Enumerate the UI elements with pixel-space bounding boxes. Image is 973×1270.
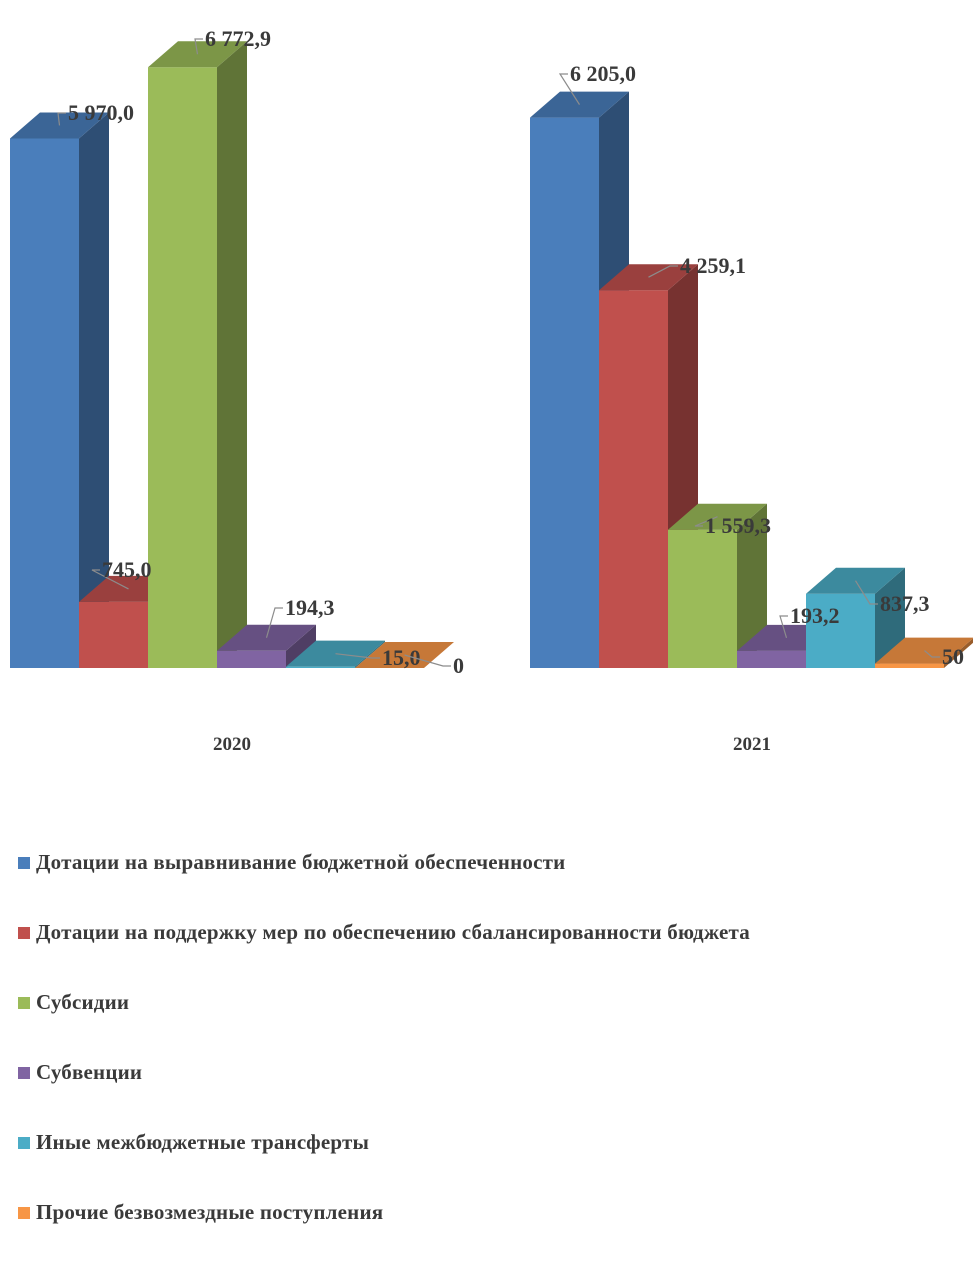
data-label: 0 xyxy=(453,653,464,678)
legend-swatch xyxy=(18,1207,30,1219)
legend: Дотации на выравнивание бюджетной обеспе… xyxy=(18,850,750,1270)
legend-label: Дотации на выравнивание бюджетной обеспе… xyxy=(36,850,566,874)
leader-line xyxy=(558,73,581,105)
data-label: 4 259,1 xyxy=(680,253,746,278)
legend-label: Субвенции xyxy=(36,1060,143,1084)
bar-side xyxy=(737,503,767,668)
legend-label: Субсидии xyxy=(36,990,130,1014)
leader-line xyxy=(57,112,66,126)
category-group-2021 xyxy=(530,91,973,668)
legend-swatch xyxy=(18,997,30,1009)
legend-swatch xyxy=(18,857,30,869)
category-group-2020 xyxy=(10,41,454,668)
leader-line xyxy=(91,569,129,590)
bar xyxy=(875,663,944,668)
bar-side xyxy=(944,638,973,668)
category-label: 2020 xyxy=(213,734,251,755)
leader-line xyxy=(694,516,718,527)
data-label: 745,0 xyxy=(102,557,152,582)
bar xyxy=(148,67,217,668)
legend-item-subsidies: Субсидии xyxy=(18,990,750,1060)
leader-line xyxy=(404,654,451,667)
bar xyxy=(10,138,79,668)
legend-swatch xyxy=(18,1137,30,1149)
leader-line xyxy=(779,615,788,639)
bar xyxy=(806,593,875,668)
bar xyxy=(737,650,806,668)
bar-top xyxy=(875,637,973,664)
leader-line xyxy=(194,38,203,55)
legend-swatch xyxy=(18,1067,30,1079)
data-label: 194,3 xyxy=(285,595,335,620)
legend-item-equalization-grants: Дотации на выравнивание бюджетной обеспе… xyxy=(18,850,750,920)
bar xyxy=(79,601,148,668)
bar xyxy=(217,650,286,668)
legend-item-other-transfers: Иные межбюджетные трансферты xyxy=(18,1130,750,1200)
leader-line xyxy=(648,265,678,278)
bar xyxy=(599,290,668,668)
legend-item-balance-grants: Дотации на поддержку мер по обеспечению … xyxy=(18,920,750,990)
legend-label: Дотации на поддержку мер по обеспечению … xyxy=(36,920,751,944)
bar-side xyxy=(355,640,385,668)
leader-line xyxy=(924,650,940,658)
legend-label: Прочие безвозмездные поступления xyxy=(36,1200,384,1224)
bar xyxy=(668,529,737,668)
data-label: 6 772,9 xyxy=(205,26,271,51)
bar-side xyxy=(217,41,247,668)
legend-label: Иные межбюджетные трансферты xyxy=(36,1130,370,1154)
category-label: 2021 xyxy=(733,734,771,755)
bar xyxy=(286,666,355,668)
data-label: 837,3 xyxy=(880,591,930,616)
data-label: 193,2 xyxy=(790,603,840,628)
legend-swatch xyxy=(18,927,30,939)
leader-line xyxy=(265,607,283,638)
leader-line xyxy=(335,653,380,659)
data-label: 6 205,0 xyxy=(570,61,636,86)
legend-item-other-receipts: Прочие безвозмездные поступления xyxy=(18,1200,750,1270)
data-label: 5 970,0 xyxy=(68,100,134,125)
leader-line xyxy=(854,580,878,605)
bar-side xyxy=(79,112,109,668)
legend-item-subventions: Субвенции xyxy=(18,1060,750,1130)
bar xyxy=(530,117,599,668)
data-label: 50 xyxy=(942,644,964,669)
bar-side xyxy=(875,567,905,668)
bar-side xyxy=(286,624,316,668)
data-label: 1 559,3 xyxy=(705,513,771,538)
